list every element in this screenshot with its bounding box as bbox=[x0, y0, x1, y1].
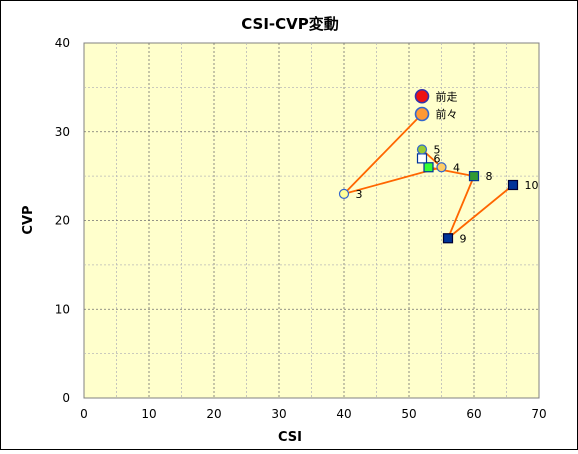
data-point-square bbox=[442, 233, 454, 244]
data-point-square bbox=[468, 171, 480, 182]
x-tick-label: 0 bbox=[80, 407, 88, 421]
x-tick-label: 20 bbox=[206, 407, 221, 421]
data-point-circle bbox=[414, 88, 430, 104]
x-tick-label: 10 bbox=[141, 407, 156, 421]
y-tick-label: 20 bbox=[55, 214, 70, 228]
x-tick-label: 40 bbox=[336, 407, 351, 421]
data-point-label: 9 bbox=[460, 232, 467, 245]
y-axis-label: CVP bbox=[21, 205, 36, 234]
data-point-label: 5 bbox=[434, 144, 441, 157]
y-tick-label: 0 bbox=[62, 391, 70, 405]
data-point-label: 10 bbox=[525, 179, 539, 192]
data-point-label: 8 bbox=[486, 170, 493, 183]
y-tick-label: 40 bbox=[55, 36, 70, 50]
y-tick-label: 30 bbox=[55, 125, 70, 139]
data-point-label: 前々 bbox=[436, 107, 458, 121]
data-point-circle bbox=[416, 144, 428, 155]
chart-title: CSI-CVP変動 bbox=[241, 15, 339, 33]
data-point-square bbox=[416, 153, 428, 164]
data-point-label: 前走 bbox=[436, 89, 458, 103]
data-point-square bbox=[507, 179, 519, 191]
y-tick-labels: 0 10 20 30 40 bbox=[55, 36, 70, 405]
data-point-square bbox=[423, 162, 434, 173]
x-tick-label: 30 bbox=[271, 407, 286, 421]
data-point-label: 4 bbox=[453, 161, 460, 174]
x-tick-label: 50 bbox=[401, 407, 416, 421]
grid-lines bbox=[84, 43, 539, 398]
data-points: 10 9 8 654 3 前々 前走 bbox=[338, 88, 539, 245]
data-point-circle bbox=[338, 188, 350, 199]
data-point-circle bbox=[436, 162, 447, 173]
data-point-circle bbox=[414, 106, 430, 122]
x-tick-label: 70 bbox=[531, 407, 546, 421]
x-tick-labels: 0 10 20 30 40 50 60 70 bbox=[80, 407, 546, 421]
y-tick-label: 10 bbox=[55, 302, 70, 316]
data-point-label: 6 bbox=[434, 152, 441, 165]
x-tick-label: 60 bbox=[466, 407, 481, 421]
x-axis-label: CSI bbox=[278, 430, 302, 445]
data-point-label: 3 bbox=[356, 188, 363, 201]
